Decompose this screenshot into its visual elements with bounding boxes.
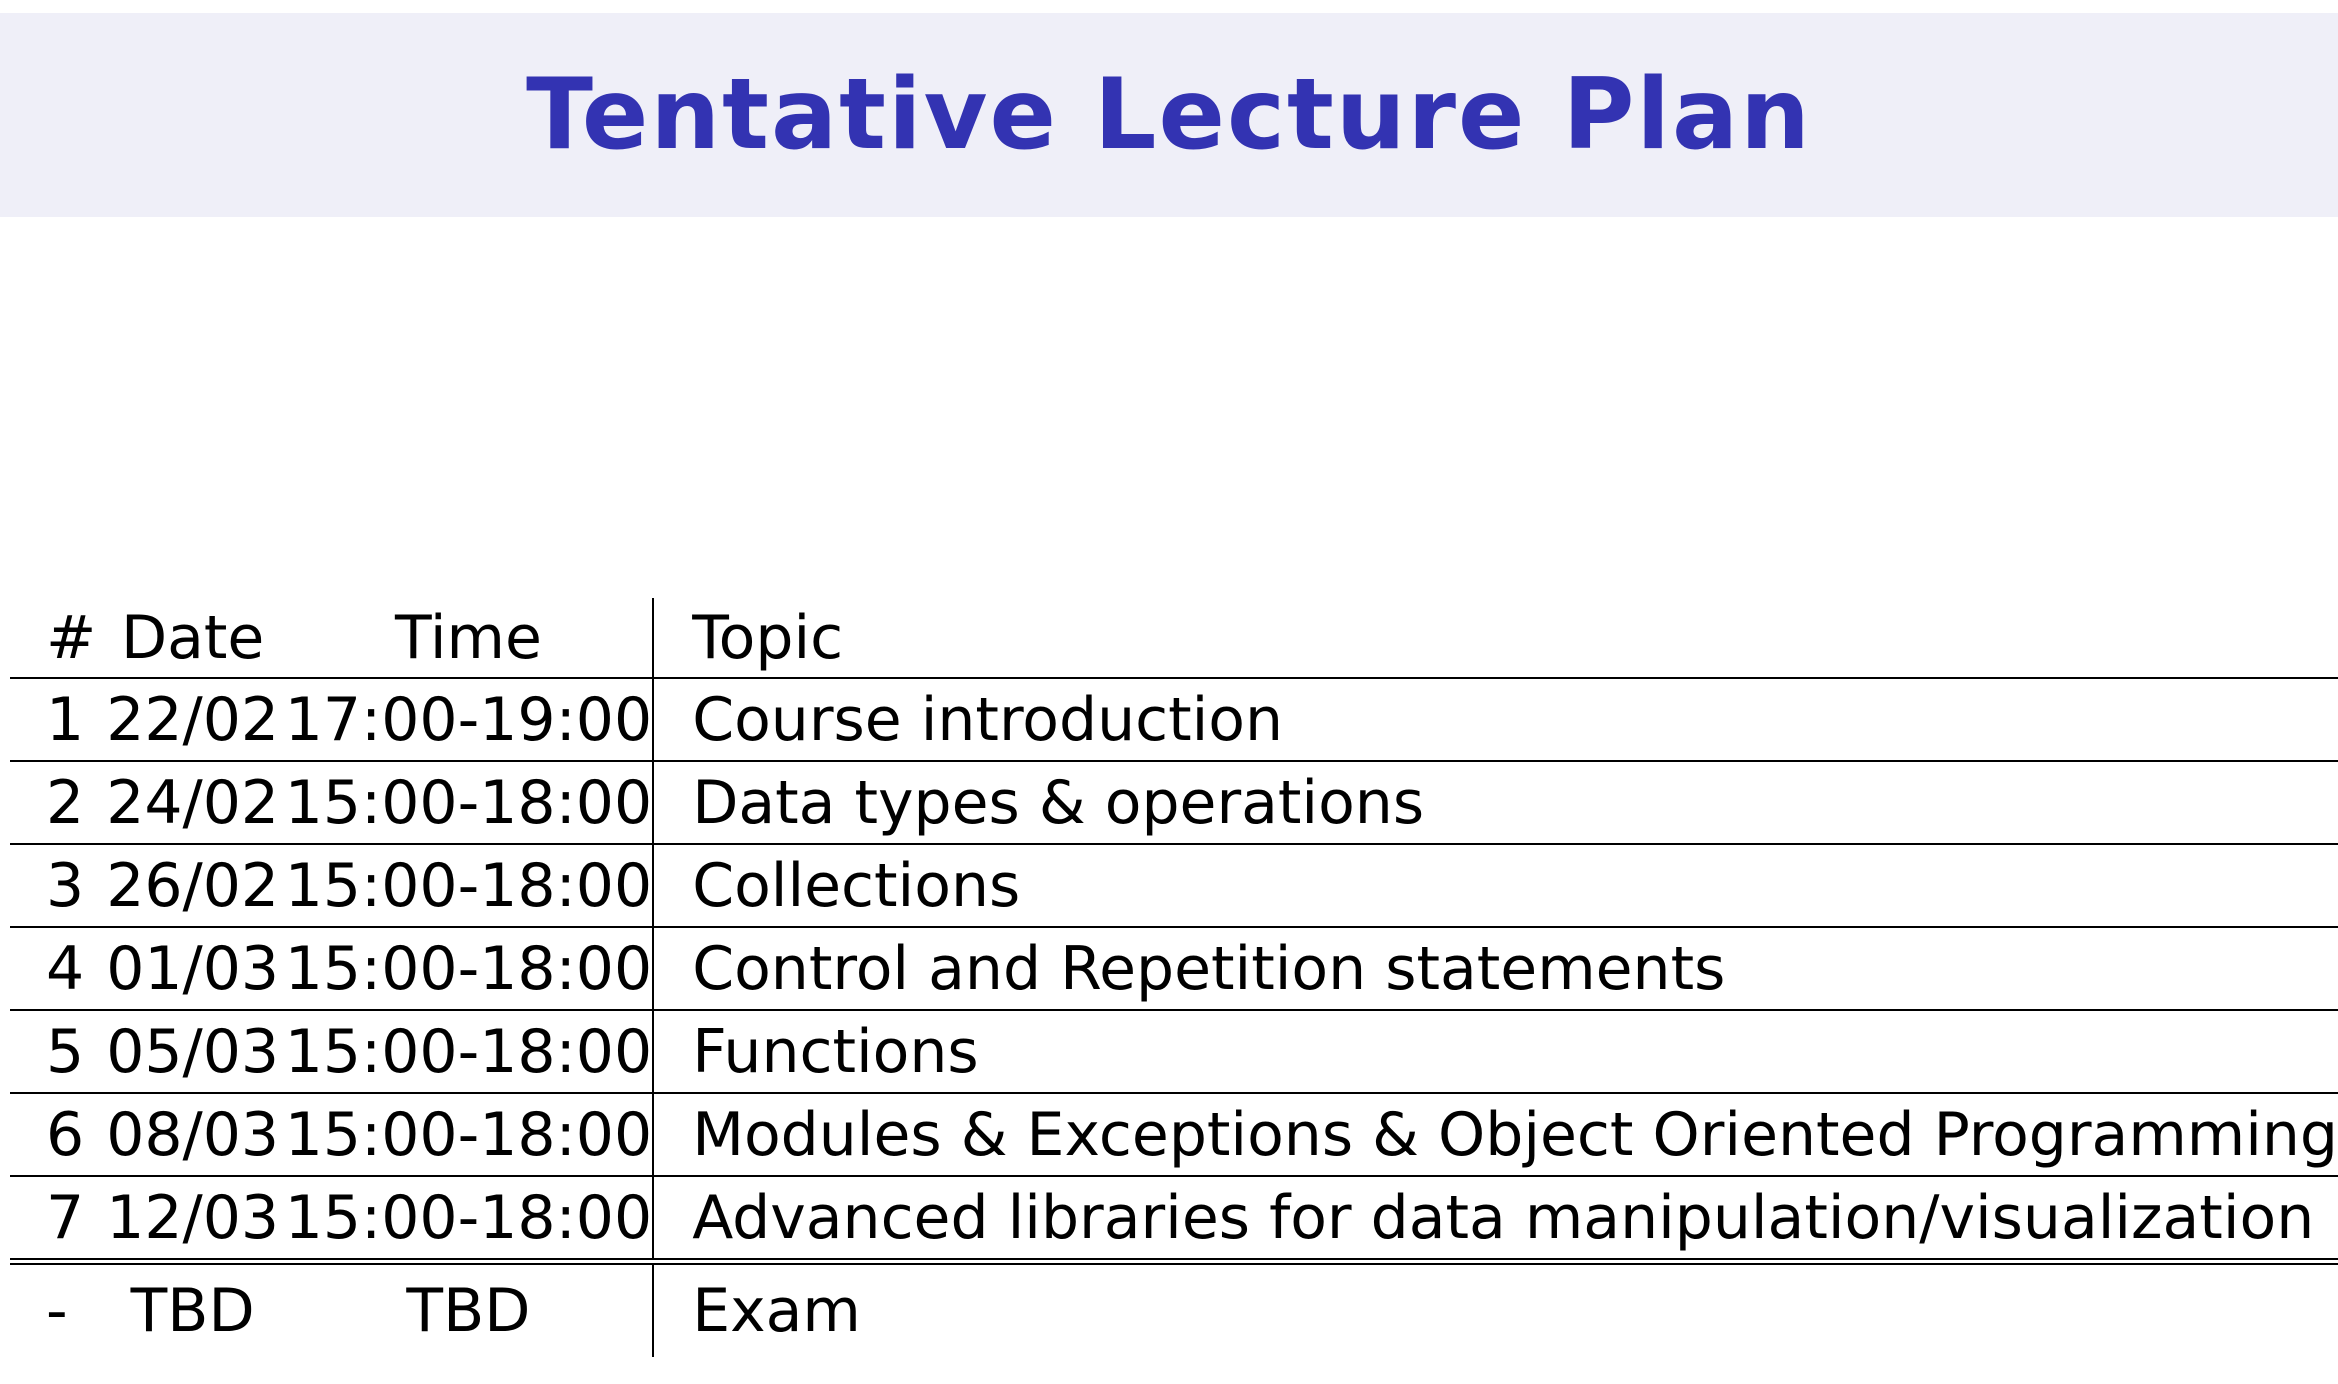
row-topic: Functions <box>653 1010 2338 1094</box>
header-time: Time <box>284 598 655 679</box>
row-topic: Collections <box>653 844 2338 928</box>
table-row: 1 22/02 17:00-19:00 Course introduction <box>10 678 2338 762</box>
row-topic: Data types & operations <box>653 761 2338 845</box>
row-date: 12/03 <box>100 1176 285 1265</box>
row-number: 3 <box>10 844 101 928</box>
header-number: # <box>10 598 101 679</box>
exam-topic: Exam <box>692 1276 861 1346</box>
row-number: 6 <box>10 1093 101 1177</box>
row-number: 7 <box>10 1176 101 1265</box>
title-bar: Tentative Lecture Plan <box>0 13 2338 217</box>
row-number: 4 <box>10 927 101 1011</box>
row-time: 15:00-18:00 <box>284 1010 655 1094</box>
table-row: 5 05/03 15:00-18:00 Functions <box>10 1010 2338 1094</box>
header-row: # Date Time Topic <box>10 598 2338 679</box>
table-row: 4 01/03 15:00-18:00 Control and Repetiti… <box>10 927 2338 1011</box>
table-row: 6 08/03 15:00-18:00 Modules & Exceptions… <box>10 1093 2338 1177</box>
exam-date: TBD <box>130 1276 255 1346</box>
exam-number: - <box>46 1276 68 1346</box>
lecture-schedule-table: # Date Time Topic 1 22/02 17:00-19:00 Co… <box>10 598 2338 1357</box>
row-date: 26/02 <box>100 844 285 928</box>
table-body: 1 22/02 17:00-19:00 Course introduction … <box>10 678 2338 1357</box>
row-time: 15:00-18:00 <box>284 761 655 845</box>
row-date: 22/02 <box>100 678 285 762</box>
table-row: 7 12/03 15:00-18:00 Advanced libraries f… <box>10 1176 2338 1265</box>
header-topic: Topic <box>653 598 2338 679</box>
row-topic: Modules & Exceptions & Object Oriented P… <box>653 1093 2338 1177</box>
row-time: 15:00-18:00 <box>284 1093 655 1177</box>
row-date: 01/03 <box>100 927 285 1011</box>
row-number: 2 <box>10 761 101 845</box>
exam-row: - TBD TBD Exam <box>10 1261 2338 1357</box>
row-number: 5 <box>10 1010 101 1094</box>
header-date: Date <box>100 598 285 679</box>
exam-time: TBD <box>284 1261 655 1357</box>
row-time: 15:00-18:00 <box>284 927 655 1011</box>
row-topic: Advanced libraries for data manipulation… <box>653 1176 2338 1265</box>
row-time: 15:00-18:00 <box>284 1176 655 1265</box>
row-date: 08/03 <box>100 1093 285 1177</box>
table-row: 2 24/02 15:00-18:00 Data types & operati… <box>10 761 2338 845</box>
table-header: # Date Time Topic <box>10 598 2338 679</box>
row-date: 05/03 <box>100 1010 285 1094</box>
table-row: 3 26/02 15:00-18:00 Collections <box>10 844 2338 928</box>
row-date: 24/02 <box>100 761 285 845</box>
row-topic: Control and Repetition statements <box>653 927 2338 1011</box>
row-topic: Course introduction <box>653 678 2338 762</box>
row-time: 15:00-18:00 <box>284 844 655 928</box>
row-number: 1 <box>10 678 101 762</box>
row-time: 17:00-19:00 <box>284 678 655 762</box>
slide-title: Tentative Lecture Plan <box>526 58 1812 172</box>
